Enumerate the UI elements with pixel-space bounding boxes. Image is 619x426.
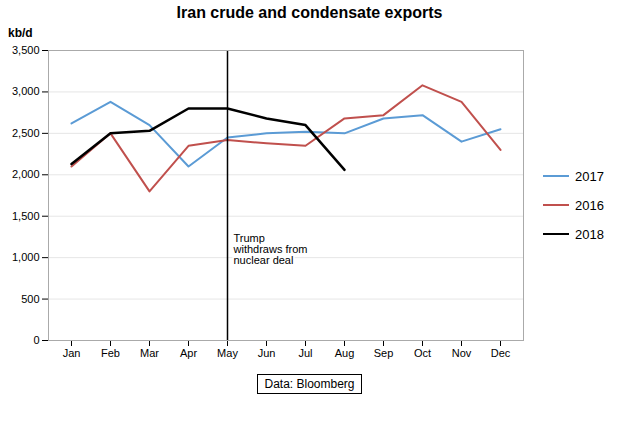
svg-text:1,000: 1,000 [12,251,40,263]
svg-text:Jun: Jun [258,347,276,359]
html-text:2017: 2017 [575,168,604,184]
svg-text:Apr: Apr [180,347,197,359]
svg-text:2,500: 2,500 [12,127,40,139]
svg-text:3,500: 3,500 [12,44,40,56]
html-text:Iran crude and condensate expo: Iran crude and condensate exports [176,4,443,21]
svg-text:Oct: Oct [414,347,431,359]
html-text:2016: 2016 [575,197,604,213]
svg-text:Trumpwithdraws fromnuclear dea: Trumpwithdraws fromnuclear deal [233,232,308,266]
svg-text:2,000: 2,000 [12,168,40,180]
html-text:Data: Bloomberg: Data: Bloomberg [264,377,355,391]
svg-text:Nov: Nov [452,347,472,359]
svg-text:May: May [217,347,238,359]
svg-text:Dec: Dec [491,347,511,359]
svg-text:Jan: Jan [63,347,81,359]
svg-text:500: 500 [21,293,39,305]
svg-text:Feb: Feb [101,347,120,359]
svg-text:Jul: Jul [298,347,312,359]
html-text:kb/d: kb/d [8,26,33,40]
svg-text:0: 0 [33,334,39,346]
svg-text:1,500: 1,500 [12,210,40,222]
html-text:2018: 2018 [575,226,604,242]
svg-text:3,000: 3,000 [12,85,40,97]
svg-text:Aug: Aug [335,347,355,359]
svg-text:Sep: Sep [374,347,394,359]
svg-text:Mar: Mar [140,347,159,359]
